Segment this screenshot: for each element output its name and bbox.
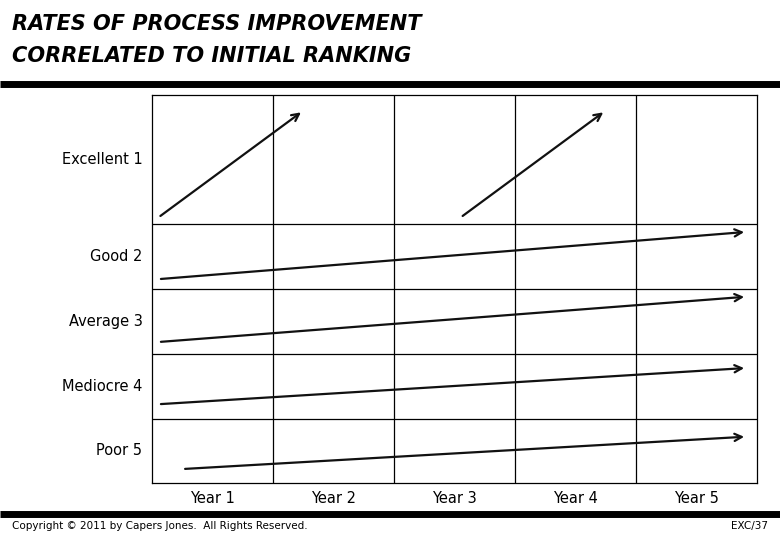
Text: Year 3: Year 3 <box>432 491 477 506</box>
Text: Year 5: Year 5 <box>674 491 718 506</box>
Text: Poor 5: Poor 5 <box>97 443 143 458</box>
Text: Good 2: Good 2 <box>90 249 143 264</box>
Text: Excellent 1: Excellent 1 <box>62 152 143 167</box>
Text: Mediocre 4: Mediocre 4 <box>62 379 143 394</box>
Text: Copyright © 2011 by Capers Jones.  All Rights Reserved.: Copyright © 2011 by Capers Jones. All Ri… <box>12 521 307 531</box>
Text: Year 4: Year 4 <box>553 491 597 506</box>
Text: Year 1: Year 1 <box>190 491 235 506</box>
Text: Year 2: Year 2 <box>311 491 356 506</box>
Text: RATES OF PROCESS IMPROVEMENT: RATES OF PROCESS IMPROVEMENT <box>12 14 421 33</box>
Text: Average 3: Average 3 <box>69 314 143 329</box>
Text: CORRELATED TO INITIAL RANKING: CORRELATED TO INITIAL RANKING <box>12 46 411 66</box>
Text: EXC/37: EXC/37 <box>732 521 768 531</box>
